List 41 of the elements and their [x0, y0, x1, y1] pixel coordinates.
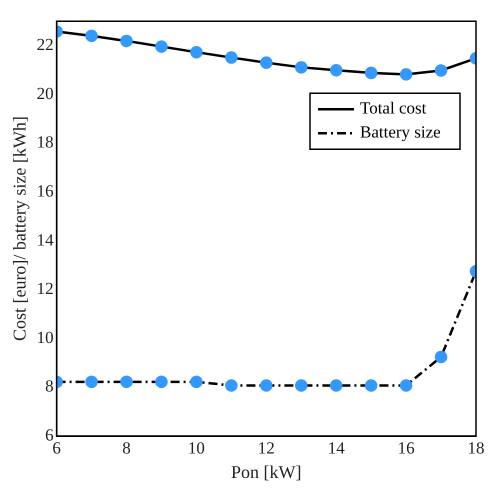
point: [190, 46, 203, 58]
x-tick-label: 8: [122, 438, 131, 458]
point: [120, 34, 133, 48]
legend-label: Battery size: [360, 122, 441, 142]
y-tick-label: 18: [36, 132, 54, 152]
point: [364, 66, 378, 80]
x-tick-label: 12: [258, 438, 275, 458]
point: [190, 376, 203, 388]
point: [85, 30, 98, 42]
x-tick-label: 14: [328, 438, 346, 458]
point: [85, 376, 98, 388]
y-tick-label: 14: [36, 230, 54, 250]
point: [155, 40, 168, 53]
y-tick-label: 22: [36, 35, 54, 54]
x-tick-label: 16: [398, 438, 415, 458]
point: [155, 376, 168, 388]
point: [120, 376, 133, 388]
point: [364, 379, 378, 392]
point: [225, 51, 238, 64]
y-tick-label: 16: [36, 181, 54, 200]
point: [400, 68, 412, 81]
point: [295, 61, 308, 74]
x-tick-label: 10: [188, 438, 205, 458]
point: [295, 379, 308, 392]
legend-label: Total cost: [360, 98, 427, 118]
y-tick-label: 6: [45, 425, 54, 444]
y-tick-label: 20: [36, 84, 54, 103]
point: [260, 379, 273, 392]
point: [260, 56, 273, 69]
y-tick-label: 8: [45, 376, 54, 396]
y-tick-label: 12: [36, 279, 54, 298]
x-axis-title: Pon [kW]: [231, 462, 302, 482]
point: [400, 379, 412, 392]
x-tick-label: 18: [468, 438, 484, 458]
y-axis-title: Cost [euro]/ battery size [kWh]: [10, 116, 30, 342]
point: [225, 379, 238, 392]
point: [434, 350, 448, 364]
point: [330, 379, 342, 392]
point: [330, 64, 342, 76]
point: [434, 64, 448, 77]
y-tick-label: 10: [36, 328, 54, 347]
